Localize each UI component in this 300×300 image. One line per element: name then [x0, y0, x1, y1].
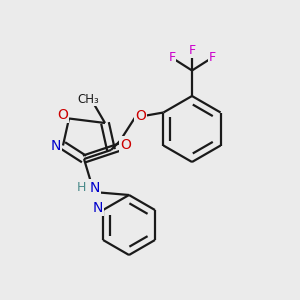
Text: N: N: [50, 139, 61, 152]
Text: CH₃: CH₃: [78, 92, 99, 106]
Text: F: F: [208, 51, 216, 64]
Text: N: N: [92, 201, 103, 214]
Text: F: F: [168, 51, 175, 64]
Text: O: O: [57, 108, 68, 122]
Text: N: N: [89, 181, 100, 194]
Text: O: O: [136, 109, 146, 122]
Text: F: F: [188, 44, 196, 57]
Text: H: H: [77, 181, 86, 194]
Text: O: O: [120, 138, 131, 152]
